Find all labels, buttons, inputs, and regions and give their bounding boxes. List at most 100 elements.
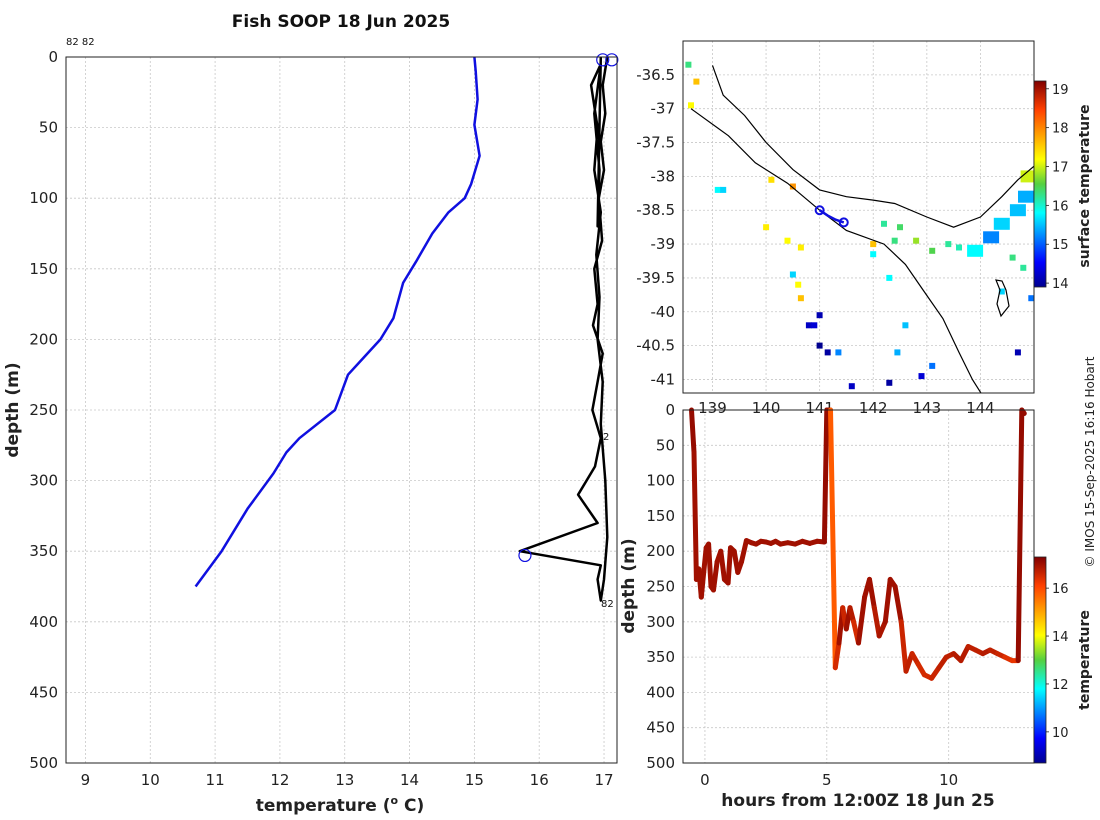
- profile-x-tick-label: 12: [270, 771, 289, 789]
- map-colorbar-ticks: 14 15 16 17 18 19: [1046, 83, 1069, 292]
- series-segment: [958, 644, 971, 664]
- map-x-tick-label: 140: [752, 399, 781, 417]
- series-segment: [691, 449, 699, 582]
- map-y-tick-label: -37: [651, 100, 676, 118]
- series-panel: 0 5 10 0 50 100 150 200 250 300 350 400 450 500 hour…: [619, 401, 1093, 811]
- map-y-tick-label: -41: [651, 370, 676, 388]
- map-sst-pixel: [886, 274, 893, 281]
- series-y-ticks: 0 50 100 150 200 250 300 350 400 450 500: [646, 401, 675, 772]
- map-sst-pixel: [688, 102, 694, 109]
- map-sst-pixel: [929, 247, 936, 254]
- profile-marker-circle: [596, 53, 610, 67]
- series-y-tick-label: 100: [646, 472, 675, 490]
- map-sst-pixel: [693, 78, 700, 85]
- series-y-tick-label: 150: [646, 507, 675, 525]
- profile-lines: [194, 53, 619, 602]
- series-colorbar-tick-label: 10: [1052, 726, 1069, 741]
- map-sst-pixel: [929, 362, 936, 369]
- series-y-tick-label: 450: [646, 719, 675, 737]
- profile-mid-tag: 2: [603, 432, 609, 443]
- profile-reference-line: [194, 56, 481, 588]
- map-x-ticks: 139 140 141 142 143 144: [698, 399, 995, 417]
- series-grid: [683, 409, 1034, 764]
- series-x-tick-label: 5: [822, 771, 832, 789]
- series-colorbar-ticks: 10 12 14 16: [1046, 582, 1069, 741]
- map-sst-pixel: [894, 349, 901, 356]
- map-x-tick-label: 144: [966, 399, 995, 417]
- map-sst-pixel: [763, 224, 770, 231]
- chart-title: Fish SOOP 18 Jun 2025: [232, 12, 450, 32]
- map-y-tick-label: -38.5: [636, 201, 675, 219]
- map-sst-pixel: [720, 186, 727, 193]
- map-panel: 139 140 141 142 143 144 -36.5-37-37.5-38-38.5…: [636, 40, 1093, 417]
- map-colorbar-tick-label: 15: [1052, 238, 1069, 253]
- profile-y-tick-label: 500: [29, 754, 58, 772]
- profile-y-tick-label: 400: [29, 613, 58, 631]
- map-y-tick-label: -40.5: [636, 337, 675, 355]
- map-y-ticks: -36.5 -37 -37.5 -38 -38.5 -39 -39.5 -40 -40.5 -41: [636, 66, 675, 389]
- map-sst-pixel: [1020, 170, 1034, 183]
- profile-y-label: depth (m): [3, 362, 23, 457]
- profile-x-tick-label: 13: [335, 771, 354, 789]
- map-y-tick-label: -39.5: [636, 269, 675, 287]
- map-sst-pixel: [886, 379, 893, 386]
- map-sst-pixel: [848, 383, 855, 390]
- map-coastline: [711, 65, 1034, 228]
- map-colorbar-tick-label: 16: [1052, 199, 1069, 214]
- series-x-tick-label: 0: [700, 771, 710, 789]
- map-sst-pixel: [1028, 295, 1034, 302]
- map-y-tick-label: -38: [651, 167, 676, 185]
- map-sst-pixel: [797, 295, 804, 302]
- profile-y-tick-label: 300: [29, 472, 58, 490]
- map-y-tick-label: -40: [651, 303, 676, 321]
- map-shelf-contour: [690, 108, 982, 393]
- profile-x-tick-label: 14: [400, 771, 419, 789]
- map-y-tick-label: -36.5: [636, 66, 675, 84]
- map-x-tick-label: 139: [698, 399, 727, 417]
- map-sst-pixel: [870, 241, 877, 248]
- profile-y-tick-label: 250: [29, 401, 58, 419]
- map-sst-pixel: [918, 373, 925, 380]
- map-sst-pixel: [967, 244, 984, 257]
- map-sst-pixel: [714, 186, 721, 193]
- map-sst-pixel: [945, 241, 952, 248]
- series-marks: [689, 407, 1027, 681]
- series-segment: [701, 545, 709, 575]
- series-y-label: depth (m): [619, 538, 639, 633]
- series-segment: [725, 545, 733, 586]
- profile-x-tick-label: 17: [594, 771, 613, 789]
- map-sst-pixel: [1020, 264, 1027, 271]
- series-segment: [711, 559, 720, 593]
- map-sst-pixel: [913, 237, 920, 244]
- profile-y-tick-label: 0: [48, 48, 58, 66]
- series-colorbar-tick-label: 12: [1052, 678, 1069, 693]
- series-y-tick-label: 400: [646, 683, 675, 701]
- map-y-tick-label: -39: [651, 235, 676, 253]
- series-segment: [1015, 407, 1025, 664]
- series-y-tick-label: 250: [646, 578, 675, 596]
- series-y-tick-label: 500: [646, 754, 675, 772]
- series-segment: [856, 594, 868, 646]
- map-colorbar-tick-label: 19: [1052, 83, 1069, 98]
- profile-axes-frame: [65, 56, 618, 764]
- map-colorbar-tick-label: 18: [1052, 122, 1069, 137]
- profile-x-tick-label: 16: [530, 771, 549, 789]
- map-sst-pixel: [811, 322, 818, 329]
- map-sst-pixel: [784, 237, 791, 244]
- map-grid: [683, 41, 1034, 393]
- map-sst-pixel: [1014, 349, 1021, 356]
- series-segment: [718, 548, 727, 582]
- series-segment: [821, 407, 830, 545]
- series-y-tick-label: 350: [646, 648, 675, 666]
- profile-x-label-end: C): [398, 796, 424, 816]
- profile-y-ticks: 0 50 100 150 200 250 300 350 400 450 500: [29, 48, 58, 772]
- profile-grid: [66, 56, 617, 764]
- map-y-tick-label: -37.5: [636, 134, 675, 152]
- map-island-outline: [995, 279, 1010, 318]
- map-axes-frame: [682, 40, 1035, 394]
- series-segment: [739, 538, 749, 565]
- map-sst-pixel: [998, 288, 1005, 295]
- profile-x-label-sup: o: [391, 794, 399, 807]
- map-sst-pixel: [768, 176, 775, 183]
